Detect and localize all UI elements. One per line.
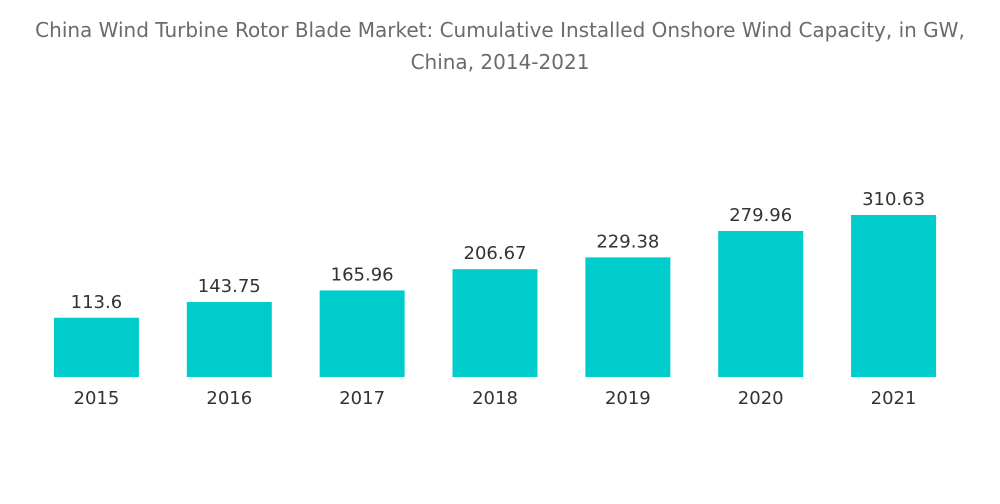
- value-label-2020: 279.96: [729, 205, 792, 226]
- value-label-2021: 310.63: [862, 189, 925, 210]
- category-label-2015: 2015: [74, 388, 120, 409]
- value-labels-layer: 113.6 143.75 165.96 206.67 229.38 279.96 310.6…: [71, 189, 925, 313]
- bar-2017: [319, 290, 405, 377]
- category-label-2021: 2021: [871, 388, 917, 409]
- chart-title: China Wind Turbine Rotor Blade Market: C…: [35, 18, 965, 74]
- category-label-2017: 2017: [339, 388, 385, 409]
- value-label-2016: 143.75: [198, 276, 261, 297]
- bar-2018: [452, 269, 538, 377]
- bar-2020: [718, 230, 804, 377]
- bars-layer: [53, 215, 937, 377]
- bar-2015: [53, 317, 139, 377]
- value-label-2019: 229.38: [596, 231, 659, 252]
- category-label-2020: 2020: [738, 388, 784, 409]
- bar-2021: [851, 215, 937, 377]
- value-label-2017: 165.96: [331, 264, 394, 285]
- category-label-2018: 2018: [472, 388, 518, 409]
- category-labels-layer: 2015 2016 2017 2018 2019 2020 2021: [74, 388, 917, 409]
- bar-2016: [186, 302, 272, 377]
- value-label-2018: 206.67: [464, 243, 527, 264]
- bar-2019: [585, 257, 671, 377]
- category-label-2019: 2019: [605, 388, 651, 409]
- category-label-2016: 2016: [206, 388, 252, 409]
- value-label-2015: 113.6: [71, 292, 123, 313]
